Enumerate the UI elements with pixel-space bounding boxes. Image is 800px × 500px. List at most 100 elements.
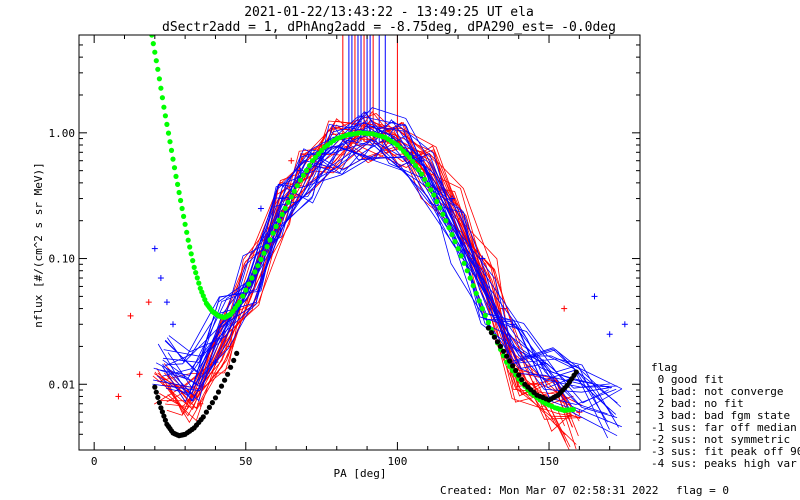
black-fit-point [516, 372, 522, 378]
green-fit-point [416, 167, 422, 173]
legend: flag 0 good fit 1 bad: not converge 2 ba… [651, 361, 800, 470]
green-fit-point [193, 270, 199, 276]
green-fit-point [156, 76, 162, 82]
y-tick-label: 0.10 [49, 253, 76, 266]
green-fit-point [316, 151, 322, 157]
green-fit-point [185, 237, 191, 243]
black-fit-point [200, 414, 206, 420]
legend-entry: 3 bad: bad fgm state [651, 409, 790, 422]
black-fit-point [222, 377, 228, 383]
black-fit-point [504, 353, 510, 359]
green-fit-point [162, 113, 168, 119]
green-fit-point [425, 181, 431, 188]
green-fit-point [422, 176, 428, 182]
green-fit-point [482, 312, 488, 319]
green-fit-point [464, 268, 470, 274]
black-fit-point [215, 389, 222, 395]
green-fit-point [470, 283, 476, 289]
blue-profile-line [157, 121, 617, 405]
green-fit-point [168, 147, 175, 153]
green-fit-point [440, 211, 446, 217]
blue-profile-line [163, 123, 609, 439]
chart-title-line-1: 2021-01-22/13:43:22 - 13:49:25 UT ela [244, 5, 534, 20]
green-fit-point [176, 189, 182, 196]
x-tick-label: 150 [539, 455, 559, 468]
green-fit-point [181, 213, 187, 219]
green-fit-point [246, 281, 252, 287]
green-fit-point [159, 95, 165, 101]
green-fit-point [175, 181, 181, 187]
green-fit-point [446, 225, 452, 231]
black-fit-point [212, 395, 219, 401]
blue-profile-line [155, 111, 622, 408]
black-fit-point [500, 348, 507, 354]
y-axis-label: nflux [#/(cm^2 s sr MeV)] [32, 162, 45, 328]
red-profile-line [156, 122, 577, 450]
green-fit-point [479, 306, 485, 312]
legend-entry: 2 bad: no fit [651, 397, 744, 410]
x-axis-label: PA [deg] [334, 467, 387, 480]
black-fit-point [494, 339, 501, 345]
green-fit-point [264, 244, 270, 250]
green-fit-point [449, 232, 455, 238]
legend-entry: -1 sus: far off median [651, 421, 797, 434]
green-fit-point [194, 275, 200, 281]
green-fit-point [297, 177, 303, 183]
black-fit-point [573, 369, 579, 375]
green-fit-point [261, 250, 267, 256]
black-fit-point [488, 330, 494, 336]
legend-entry: -4 sus: peaks high var [651, 457, 797, 470]
green-fit-point [188, 251, 194, 257]
green-fit-point [191, 264, 197, 270]
green-fit-point [434, 198, 440, 205]
black-fit-point [158, 405, 164, 411]
green-fit-point [419, 171, 425, 177]
green-fit-point [249, 275, 255, 281]
green-fit-point [255, 263, 261, 269]
black-fit-point [228, 364, 234, 370]
green-fit-point [267, 237, 273, 243]
green-fit-point [461, 260, 467, 266]
legend-entry: -2 sus: not symmetric [651, 433, 790, 446]
black-fit-point [225, 371, 231, 377]
green-fit-point [458, 253, 464, 259]
green-fit-point [184, 229, 190, 235]
plot-frame [78, 34, 641, 451]
chart-title-line-2: dSectr2add = 1, dPhAng2add = -8.75deg, d… [162, 20, 616, 35]
black-fit-point [218, 383, 225, 389]
black-fit-point [162, 417, 168, 423]
green-fit-point [279, 211, 285, 217]
green-fit-point [300, 172, 306, 178]
green-fit-point [306, 163, 313, 169]
green-fit-point [309, 158, 316, 164]
footer-created: Created: Mon Mar 07 02:58:31 2022 [440, 484, 659, 497]
green-fit-point [252, 269, 258, 275]
black-fit-point [513, 367, 519, 374]
black-fit-point [209, 400, 215, 406]
green-fit-point [443, 218, 449, 224]
green-fit-point [149, 35, 155, 38]
blue-profile-line [167, 121, 612, 402]
green-fit-point [485, 319, 491, 326]
red-profile-line [153, 138, 572, 432]
red-profile-line [167, 136, 574, 428]
black-fit-point [497, 343, 504, 349]
green-fit-point [276, 217, 282, 223]
black-fit-point [231, 357, 237, 363]
green-fit-point [455, 246, 461, 252]
green-fit-point [473, 290, 479, 296]
red-profile-line [167, 132, 577, 445]
green-fit-point [150, 41, 156, 47]
green-fit-point [410, 158, 416, 164]
green-fit-point [155, 66, 161, 72]
x-tick-label: 0 [91, 455, 98, 468]
y-tick-label: 0.01 [49, 378, 76, 391]
green-fit-point [171, 165, 178, 171]
green-fit-point [437, 205, 443, 211]
legend-title: flag [651, 361, 678, 374]
green-fit-point [196, 280, 202, 286]
y-axis: 0.01 0.10 1.00 [49, 34, 640, 451]
red-profile-line [162, 134, 570, 450]
black-fit-point [234, 350, 240, 356]
green-fit-point [431, 192, 437, 198]
